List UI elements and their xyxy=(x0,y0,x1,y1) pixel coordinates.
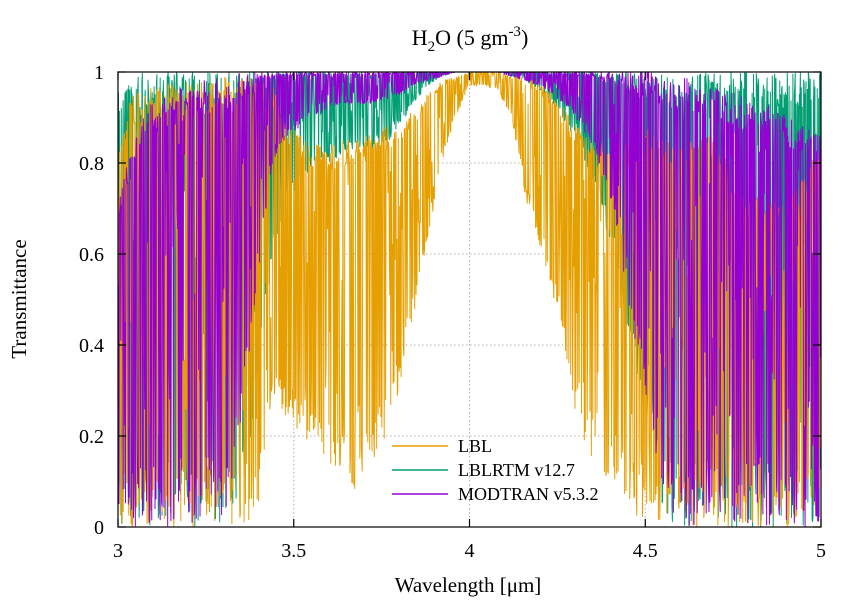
title-superscript: -3 xyxy=(508,24,521,40)
x-tick-label: 4.5 xyxy=(633,540,658,562)
y-tick-label: 1 xyxy=(94,62,104,84)
chart-title: H2O (5 gm-3) xyxy=(412,24,529,55)
title-base: H xyxy=(412,25,428,50)
legend-label-1: LBLRTM v12.7 xyxy=(458,460,575,480)
legend-label-0: LBL xyxy=(458,436,492,456)
title-middle: O (5 gm xyxy=(435,25,508,50)
x-axis-title: Wavelength [μm] xyxy=(395,573,542,597)
title-end: ) xyxy=(521,25,528,50)
x-tick-label: 3.5 xyxy=(281,540,306,562)
series-line-1 xyxy=(118,72,821,527)
legend: LBL LBLRTM v12.7 MODTRAN v5.3.2 xyxy=(392,436,599,504)
title-subscript: 2 xyxy=(428,39,436,55)
x-tick-label: 4 xyxy=(465,540,475,562)
y-tick-label: 0.8 xyxy=(79,153,104,175)
ticks: 3 3.5 4 4.5 5 0 0.2 0.4 0.6 0.8 1 xyxy=(79,62,826,562)
x-tick-label: 3 xyxy=(113,540,123,562)
y-axis-title: Transmittance xyxy=(7,239,31,358)
y-tick-label: 0.4 xyxy=(79,335,104,357)
y-tick-label: 0.6 xyxy=(79,244,104,266)
y-tick-label: 0.2 xyxy=(79,426,104,448)
y-tick-label: 0 xyxy=(94,517,104,539)
series-line-2 xyxy=(118,72,821,527)
x-tick-label: 5 xyxy=(816,540,826,562)
legend-label-2: MODTRAN v5.3.2 xyxy=(458,484,599,504)
